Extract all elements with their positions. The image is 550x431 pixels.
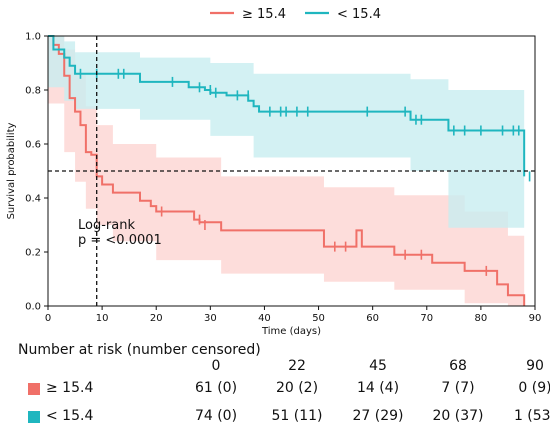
risk-cell: 51 (11) bbox=[271, 408, 323, 424]
x-tick-label: 0 bbox=[45, 313, 51, 324]
risk-cell: 20 (37) bbox=[432, 408, 484, 424]
risk-cell: 1 (53) bbox=[513, 408, 550, 424]
x-tick-label: 70 bbox=[420, 313, 433, 324]
x-tick-label: 20 bbox=[150, 313, 163, 324]
risk-time-header: 90 bbox=[526, 358, 544, 374]
x-tick-label: 90 bbox=[529, 313, 542, 324]
risk-row: < 15.4 74 (0) 51 (11) 27 (29) 20 (37) 1 … bbox=[0, 408, 550, 428]
logrank-label: Log-rank bbox=[78, 218, 135, 233]
y-tick-label: 0.0 bbox=[25, 302, 41, 313]
x-axis-label: Time (days) bbox=[261, 326, 321, 336]
plot-frame bbox=[47, 35, 536, 307]
risk-cell: 20 (2) bbox=[275, 380, 319, 396]
risk-table-title: Number at risk (number censored) bbox=[18, 342, 261, 358]
legend: ≥ 15.4 < 15.4 bbox=[210, 7, 381, 22]
risk-row: ≥ 15.4 61 (0) 20 (2) 14 (4) 7 (7) 0 (9) bbox=[0, 380, 550, 400]
risk-table: Number at risk (number censored) 0 22 45… bbox=[0, 336, 550, 431]
risk-cell: 27 (29) bbox=[352, 408, 404, 424]
y-axis-label: Survival probability bbox=[6, 122, 17, 219]
risk-time-header: 68 bbox=[449, 358, 467, 374]
x-tick-label: 10 bbox=[96, 313, 109, 324]
x-tick-label: 40 bbox=[258, 313, 271, 324]
risk-cell: 7 (7) bbox=[441, 380, 475, 396]
risk-row-swatch bbox=[28, 383, 40, 395]
risk-cell: 14 (4) bbox=[356, 380, 400, 396]
survival-curve bbox=[48, 35, 526, 306]
risk-time-header: 45 bbox=[369, 358, 387, 374]
y-tick-label: 0.8 bbox=[25, 86, 41, 97]
confidence-band bbox=[48, 36, 525, 228]
risk-row-swatch bbox=[28, 411, 40, 423]
risk-time-header: 0 bbox=[211, 358, 221, 374]
y-tick-label: 0.4 bbox=[25, 194, 41, 205]
risk-row-label: ≥ 15.4 bbox=[46, 380, 94, 396]
y-tick-label: 0.2 bbox=[25, 248, 41, 259]
p-value-label: p = <0.0001 bbox=[78, 233, 162, 248]
x-tick-label: 30 bbox=[204, 313, 217, 324]
risk-cell: 61 (0) bbox=[194, 380, 238, 396]
legend-label: ≥ 15.4 bbox=[242, 7, 286, 22]
y-tick-label: 0.6 bbox=[25, 140, 41, 151]
risk-row-label: < 15.4 bbox=[46, 408, 94, 424]
risk-cell: 0 (9) bbox=[518, 380, 550, 396]
axes: 0 10 20 30 40 50 60 70 80 90 0.0 0.2 0.4 0.6 0.8 1.0 Tim… bbox=[6, 32, 541, 337]
risk-cell: 74 (0) bbox=[194, 408, 238, 424]
y-tick-label: 1.0 bbox=[25, 32, 41, 43]
x-tick-label: 50 bbox=[312, 313, 325, 324]
x-tick-label: 60 bbox=[366, 313, 379, 324]
confidence-band bbox=[48, 36, 525, 306]
x-tick-label: 80 bbox=[475, 313, 488, 324]
legend-label: < 15.4 bbox=[337, 7, 381, 22]
risk-time-header: 22 bbox=[288, 358, 306, 374]
